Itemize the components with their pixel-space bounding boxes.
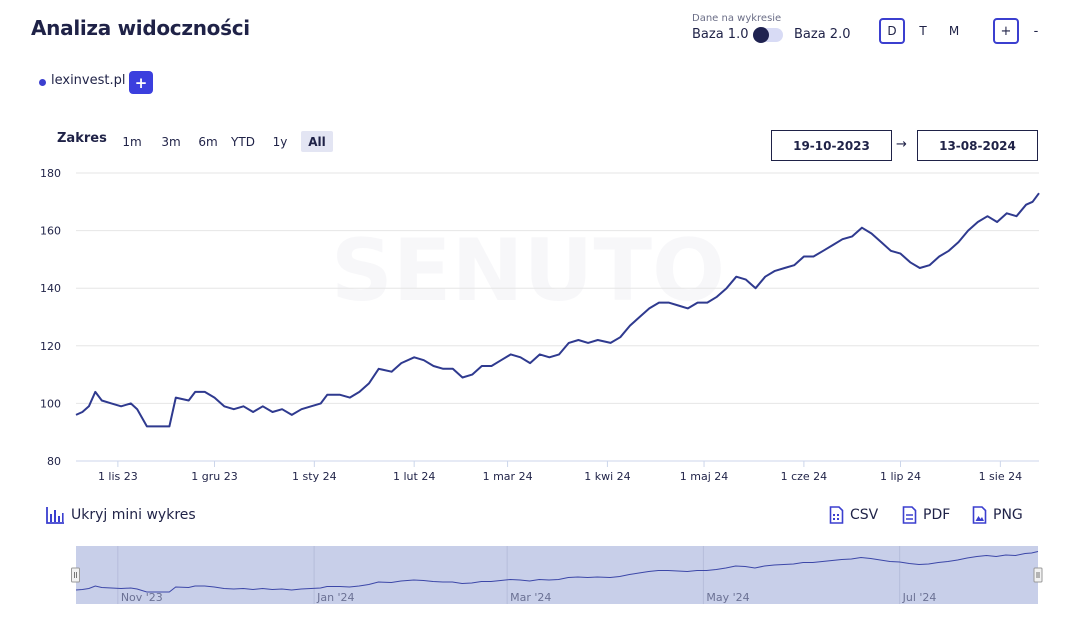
date-from-field[interactable]: 19-10-2023	[771, 130, 892, 161]
y-axis: 80 100 120 140 160 180	[40, 167, 61, 468]
range-1m-button[interactable]: 1m	[122, 134, 142, 149]
zoom-out-button[interactable]: -	[1033, 23, 1039, 39]
chart-watermark: SENUTO	[331, 221, 725, 321]
period-week-button[interactable]: T	[919, 24, 927, 38]
y-tick-label: 160	[40, 225, 61, 238]
range-1y-button[interactable]: 1y	[272, 134, 288, 149]
mini-tick-label: Nov '23	[121, 591, 163, 604]
range-3m-button[interactable]: 3m	[161, 134, 181, 149]
mini-chart-selection[interactable]	[76, 546, 1038, 604]
export-pdf-button[interactable]: PDF	[902, 506, 950, 524]
domain-label[interactable]: lexinvest.pl	[51, 73, 126, 88]
domain-color-dot	[39, 79, 46, 86]
bar-chart-icon	[46, 507, 64, 524]
base-toggle[interactable]	[753, 27, 783, 43]
x-tick-label: 1 lip 24	[880, 470, 921, 483]
csv-file-icon	[829, 506, 844, 524]
x-tick-label: 1 maj 24	[680, 470, 729, 483]
period-month-button[interactable]: M	[948, 24, 960, 38]
x-tick-label: 1 sie 24	[979, 470, 1023, 483]
export-png-label: PNG	[993, 507, 1023, 523]
date-to-field[interactable]: 13-08-2024	[917, 130, 1038, 161]
range-label: Zakres	[57, 131, 107, 146]
toggle-mini-chart-button[interactable]: Ukryj mini wykres	[45, 505, 196, 525]
pdf-file-icon	[902, 506, 917, 524]
base-toggle-knob	[753, 27, 769, 43]
mini-tick-label: Mar '24	[510, 591, 551, 604]
mini-tick-label: Jan '24	[316, 591, 354, 604]
mini-chart-navigator[interactable]: Nov '23 Jan '24 Mar '24 May '24 Jul '24	[70, 540, 1050, 612]
export-png-button[interactable]: PNG	[972, 506, 1023, 524]
data-source-label: Dane na wykresie	[692, 13, 782, 24]
x-tick-label: 1 lut 24	[393, 470, 435, 483]
x-tick-label: 1 kwi 24	[584, 470, 630, 483]
base-2-label: Baza 2.0	[794, 27, 851, 42]
toggle-mini-chart-label: Ukryj mini wykres	[71, 507, 196, 523]
x-tick-label: 1 sty 24	[292, 470, 337, 483]
y-tick-label: 100	[40, 397, 61, 410]
x-axis: 1 lis 23 1 gru 23 1 sty 24 1 lut 24 1 mar 24…	[98, 461, 1022, 483]
export-pdf-label: PDF	[923, 507, 951, 523]
add-domain-button[interactable]: +	[129, 71, 153, 94]
page-title: Analiza widoczności	[31, 16, 250, 40]
y-tick-label: 120	[40, 340, 61, 353]
mini-tick-label: May '24	[706, 591, 749, 604]
mini-tick-label: Jul '24	[902, 591, 937, 604]
export-csv-button[interactable]: CSV	[829, 506, 878, 524]
date-range-arrow: →	[896, 137, 907, 152]
y-tick-label: 140	[40, 282, 61, 295]
x-tick-label: 1 lis 23	[98, 470, 138, 483]
export-csv-label: CSV	[850, 507, 879, 523]
range-all-button[interactable]: All	[301, 131, 333, 152]
y-tick-label: 80	[47, 455, 61, 468]
range-6m-button[interactable]: 6m	[198, 134, 218, 149]
range-ytd-button[interactable]: YTD	[231, 134, 255, 149]
mini-chart-left-handle[interactable]	[71, 567, 80, 583]
mini-chart-line	[75, 551, 1039, 593]
period-day-button[interactable]: D	[879, 18, 905, 44]
x-tick-label: 1 cze 24	[781, 470, 828, 483]
y-tick-label: 180	[40, 167, 61, 180]
x-tick-label: 1 gru 23	[191, 470, 237, 483]
mini-chart-right-handle[interactable]	[1033, 567, 1043, 583]
series-line-lexinvest	[75, 192, 1040, 428]
chart-gridlines	[76, 172, 1039, 462]
zoom-in-button[interactable]: +	[993, 18, 1019, 44]
base-1-label: Baza 1.0	[692, 27, 749, 42]
mini-chart-axis: Nov '23 Jan '24 Mar '24 May '24 Jul '24	[117, 546, 937, 604]
visibility-chart[interactable]: SENUTO 80 100 120 140 160 180 1 lis 23 1 gru 2…	[0, 160, 1071, 490]
x-tick-label: 1 mar 24	[483, 470, 533, 483]
image-file-icon	[972, 506, 987, 524]
